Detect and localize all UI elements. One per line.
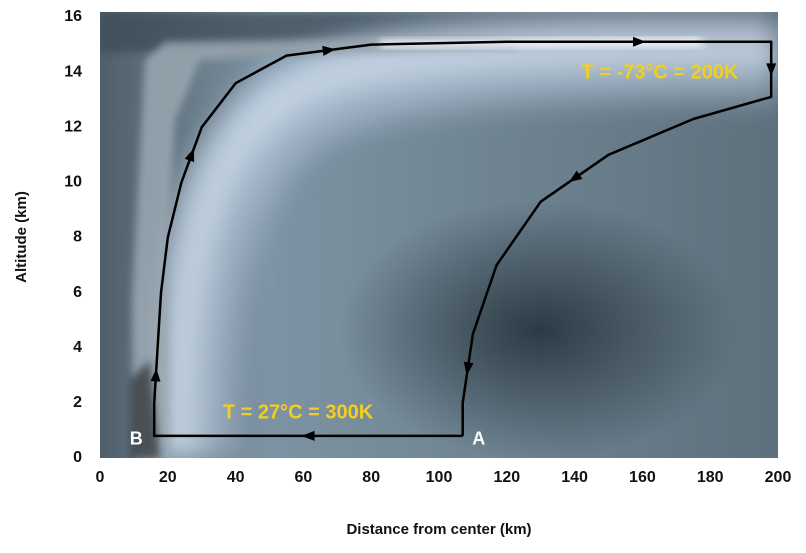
y-tick-label: 10: [64, 174, 82, 191]
y-tick-label: 14: [64, 63, 82, 80]
x-tick-label: 140: [561, 469, 588, 486]
y-tick-label: 4: [73, 339, 82, 356]
x-tick-label: 60: [295, 469, 313, 486]
annotation: T = 27°C = 300K: [223, 401, 374, 423]
point-label: A: [472, 429, 485, 449]
chart: Distance from center (km) Altitude (km) …: [0, 0, 806, 548]
y-tick-label: 2: [73, 394, 82, 411]
point-label: C: [781, 35, 794, 55]
y-tick-label: 6: [73, 284, 82, 301]
x-tick-label: 0: [96, 469, 105, 486]
x-tick-label: 20: [159, 469, 177, 486]
y-tick-label: 0: [73, 449, 82, 466]
y-tick-label: 8: [73, 229, 82, 246]
x-tick-label: 160: [629, 469, 656, 486]
y-tick-label: 12: [64, 118, 82, 135]
x-tick-label: 120: [493, 469, 520, 486]
x-tick-label: 200: [765, 469, 792, 486]
x-tick-label: 80: [362, 469, 380, 486]
x-tick-label: 40: [227, 469, 245, 486]
y-axis-title: Altitude (km): [13, 191, 30, 283]
annotation: T = -73°C = 200K: [582, 61, 740, 83]
x-tick-label: 180: [697, 469, 724, 486]
y-tick-label: 16: [64, 8, 82, 25]
point-label: B: [130, 429, 143, 449]
x-axis-title: Distance from center (km): [346, 521, 531, 538]
x-tick-label: 100: [426, 469, 453, 486]
point-label: D: [781, 90, 794, 110]
